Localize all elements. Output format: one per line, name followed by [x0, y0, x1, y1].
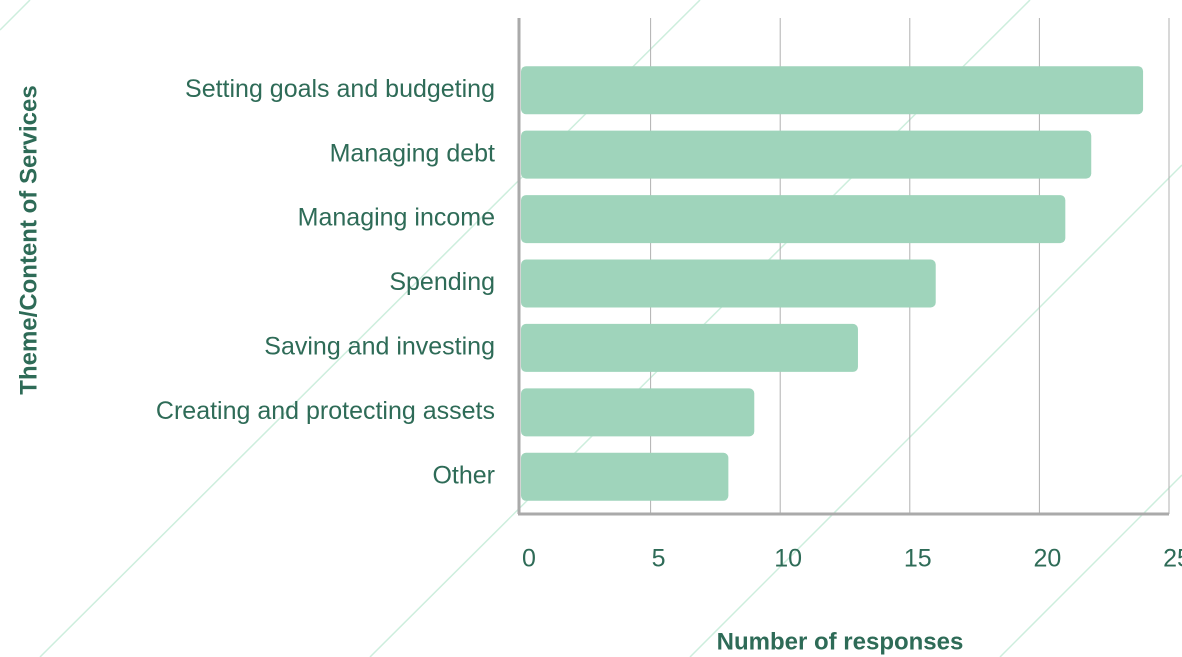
x-tick-label: 25 — [1163, 545, 1182, 573]
x-tick-label: 15 — [904, 545, 932, 573]
y-tick-label: Other — [432, 461, 495, 489]
bar — [521, 130, 1092, 179]
x-tick-label: 20 — [1033, 545, 1061, 573]
y-tick-label: Spending — [389, 268, 495, 296]
x-tick-label: 10 — [774, 545, 802, 573]
x-axis-title: Number of responses — [717, 628, 964, 655]
y-tick-label: Saving and investing — [264, 333, 495, 361]
y-axis-title: Theme/Content of Services — [15, 85, 42, 394]
bar — [521, 66, 1144, 115]
bar — [521, 388, 755, 437]
bar — [521, 323, 858, 372]
bar — [521, 259, 936, 308]
bar — [521, 195, 1066, 244]
y-tick-label: Creating and protecting assets — [156, 397, 495, 425]
bar — [521, 452, 729, 501]
x-tick-label: 5 — [652, 545, 666, 573]
y-tick-label: Managing debt — [330, 139, 495, 167]
y-tick-label: Managing income — [298, 204, 495, 232]
x-tick-label: 0 — [522, 545, 536, 573]
y-tick-label: Setting goals and budgeting — [185, 75, 495, 103]
